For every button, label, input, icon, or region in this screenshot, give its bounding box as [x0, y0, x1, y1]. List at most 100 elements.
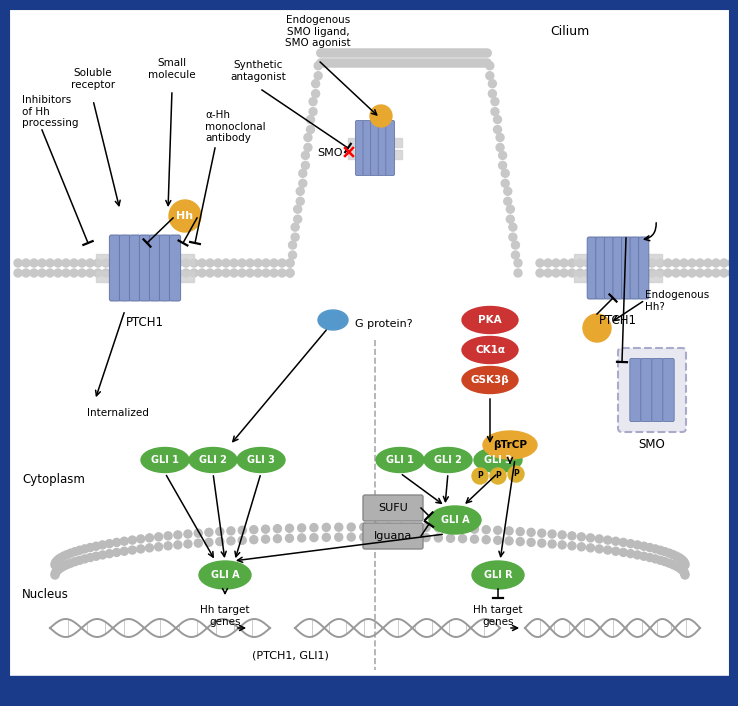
Circle shape: [480, 49, 489, 57]
Circle shape: [675, 554, 683, 561]
Circle shape: [120, 537, 128, 545]
Circle shape: [496, 133, 504, 141]
Circle shape: [688, 259, 696, 267]
Circle shape: [310, 524, 318, 532]
Circle shape: [262, 259, 270, 267]
Circle shape: [499, 162, 506, 169]
Circle shape: [296, 187, 304, 196]
Circle shape: [397, 523, 405, 531]
Circle shape: [536, 269, 544, 277]
Circle shape: [514, 269, 522, 277]
Circle shape: [516, 537, 524, 546]
Circle shape: [633, 551, 641, 559]
Circle shape: [432, 59, 440, 67]
FancyBboxPatch shape: [630, 359, 641, 421]
Circle shape: [468, 59, 476, 67]
Circle shape: [327, 49, 335, 57]
Text: P: P: [513, 469, 519, 479]
Circle shape: [427, 49, 435, 57]
Circle shape: [475, 59, 483, 67]
Ellipse shape: [376, 448, 424, 472]
Circle shape: [505, 537, 513, 545]
Circle shape: [278, 259, 286, 267]
Ellipse shape: [237, 448, 285, 472]
Circle shape: [445, 49, 453, 57]
Circle shape: [483, 49, 492, 57]
Circle shape: [681, 571, 689, 579]
Circle shape: [576, 269, 584, 277]
Circle shape: [359, 523, 368, 531]
Circle shape: [238, 537, 246, 544]
Text: GLI 3: GLI 3: [247, 455, 275, 465]
FancyBboxPatch shape: [663, 359, 675, 421]
Circle shape: [342, 59, 351, 67]
FancyBboxPatch shape: [386, 121, 395, 176]
Circle shape: [54, 259, 62, 267]
Circle shape: [286, 269, 294, 277]
Circle shape: [142, 259, 150, 267]
Circle shape: [672, 562, 680, 570]
Circle shape: [677, 565, 685, 573]
Text: (PTCH1, GLI1): (PTCH1, GLI1): [252, 650, 328, 660]
Circle shape: [494, 526, 502, 534]
Circle shape: [214, 259, 222, 267]
Circle shape: [102, 269, 110, 277]
Circle shape: [612, 537, 620, 545]
Circle shape: [704, 259, 712, 267]
Circle shape: [58, 563, 65, 571]
Circle shape: [664, 259, 672, 267]
Circle shape: [38, 259, 46, 267]
Circle shape: [383, 49, 391, 57]
Circle shape: [486, 61, 494, 70]
Circle shape: [463, 49, 471, 57]
Circle shape: [323, 533, 331, 542]
Circle shape: [466, 59, 473, 67]
Circle shape: [297, 534, 306, 542]
Circle shape: [314, 61, 323, 70]
FancyBboxPatch shape: [356, 121, 364, 176]
Circle shape: [672, 259, 680, 267]
FancyBboxPatch shape: [363, 523, 423, 549]
Circle shape: [612, 547, 620, 555]
Circle shape: [665, 549, 673, 557]
Circle shape: [227, 527, 235, 535]
Circle shape: [499, 151, 506, 160]
Circle shape: [174, 541, 182, 549]
Circle shape: [440, 59, 448, 67]
Circle shape: [137, 535, 145, 543]
Circle shape: [86, 544, 94, 551]
Ellipse shape: [424, 448, 472, 472]
Text: G protein?: G protein?: [355, 319, 413, 329]
Circle shape: [401, 49, 410, 57]
Text: SUFU: SUFU: [378, 503, 408, 513]
Circle shape: [254, 259, 262, 267]
Circle shape: [334, 59, 342, 67]
Circle shape: [249, 536, 258, 544]
Circle shape: [501, 179, 509, 187]
Circle shape: [14, 269, 22, 277]
Circle shape: [458, 59, 466, 67]
Ellipse shape: [141, 448, 189, 472]
Circle shape: [306, 116, 314, 124]
Text: PKA: PKA: [478, 315, 502, 325]
Circle shape: [455, 49, 463, 57]
Circle shape: [407, 59, 415, 67]
Circle shape: [30, 269, 38, 277]
Circle shape: [560, 269, 568, 277]
Circle shape: [286, 259, 294, 267]
Circle shape: [461, 49, 468, 57]
Bar: [96, 254, 194, 265]
FancyBboxPatch shape: [618, 348, 686, 432]
Circle shape: [309, 97, 317, 106]
Ellipse shape: [462, 366, 518, 393]
Circle shape: [435, 49, 443, 57]
Circle shape: [596, 535, 603, 543]
Circle shape: [358, 59, 366, 67]
Circle shape: [51, 561, 59, 569]
Circle shape: [337, 49, 345, 57]
Circle shape: [262, 269, 270, 277]
Circle shape: [538, 529, 545, 537]
Circle shape: [134, 259, 142, 267]
Circle shape: [215, 527, 224, 536]
Circle shape: [190, 259, 198, 267]
